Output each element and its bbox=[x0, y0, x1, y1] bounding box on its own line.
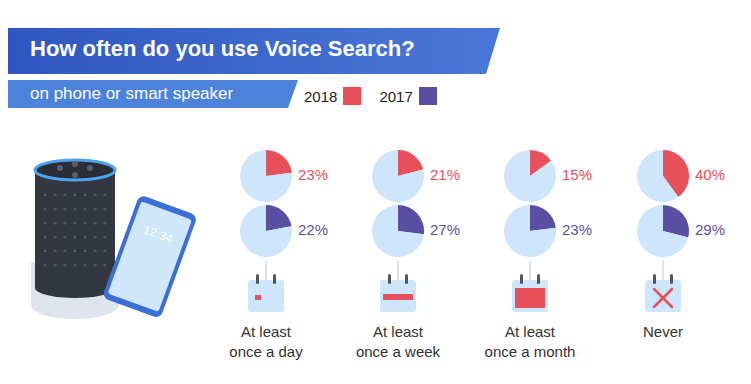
html-text:27%: 27% bbox=[430, 221, 460, 238]
html-text:Never: Never bbox=[643, 323, 683, 340]
html-text:22%: 22% bbox=[298, 221, 328, 238]
html-text:29%: 29% bbox=[695, 221, 725, 238]
html-text:on phone or smart speaker: on phone or smart speaker bbox=[30, 84, 234, 103]
svg-text:12:34: 12:34 bbox=[142, 222, 175, 246]
html-text:2017: 2017 bbox=[379, 87, 413, 105]
html-text:At least: At least bbox=[241, 323, 291, 340]
html-text:21%: 21% bbox=[430, 166, 460, 183]
html-text:23%: 23% bbox=[562, 221, 592, 238]
html-text:40%: 40% bbox=[695, 166, 725, 183]
html-text:15%: 15% bbox=[562, 166, 592, 183]
html-text:once a day: once a day bbox=[229, 343, 303, 360]
html-text:23%: 23% bbox=[298, 166, 328, 183]
html-text:2018: 2018 bbox=[304, 87, 338, 105]
html-text:At least: At least bbox=[505, 323, 555, 340]
html-text:How often do you use Voice Sea: How often do you use Voice Search? bbox=[30, 36, 415, 61]
html-text:At least: At least bbox=[373, 323, 423, 340]
html-text:once a month: once a month bbox=[484, 343, 576, 360]
html-text:once a week: once a week bbox=[355, 343, 441, 360]
